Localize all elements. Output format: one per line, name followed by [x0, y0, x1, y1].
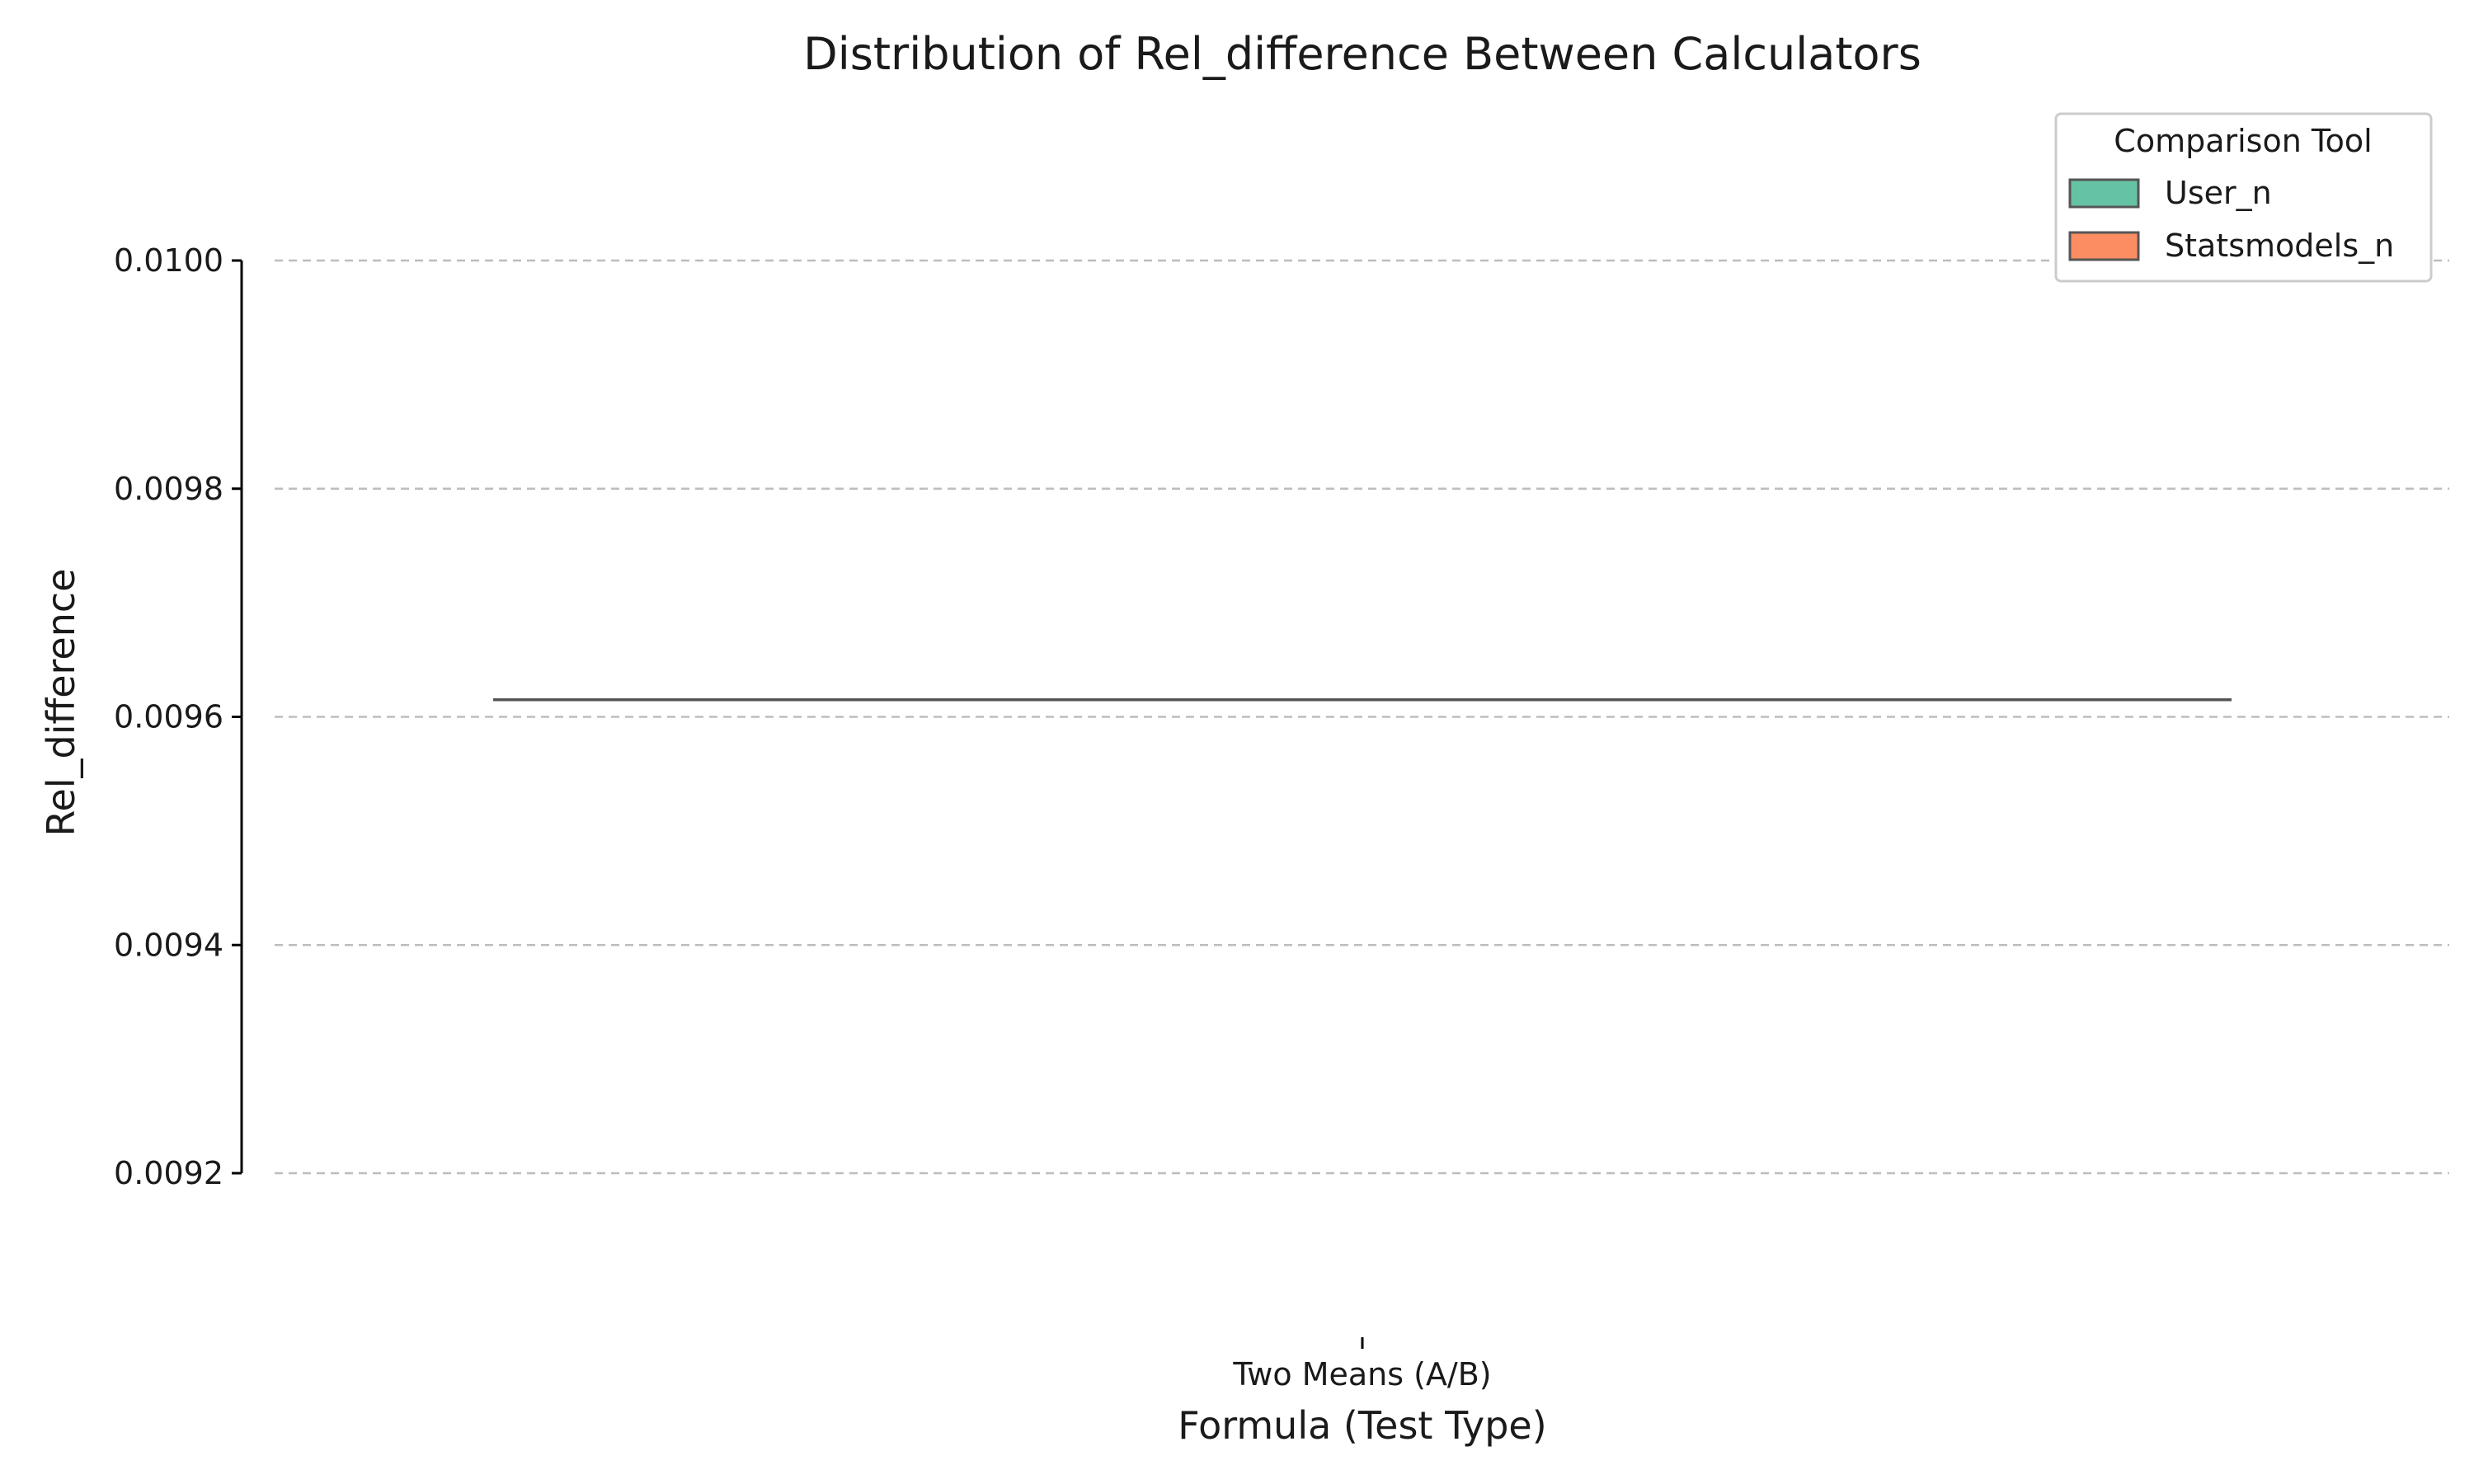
legend-frame [2054, 112, 2433, 283]
grid [275, 259, 2449, 1175]
legend-label-user-n: User_n [2165, 175, 2272, 211]
legend-title: Comparison Tool [2114, 123, 2372, 159]
y-tick-label: 0.0094 [114, 927, 223, 963]
x-axis: Two Means (A/B) [1232, 1337, 1492, 1392]
y-axis-label: Rel_difference [39, 569, 83, 837]
y-tick-label: 0.0092 [114, 1155, 223, 1191]
legend: Comparison Tool User_n Statsmodels_n [2054, 112, 2433, 283]
legend-swatch-statsmodels-n [2068, 231, 2140, 261]
chart-title: Distribution of Rel_difference Between C… [803, 28, 1921, 80]
y-tick-label: 0.0096 [114, 699, 223, 735]
y-tick-label: 0.0098 [114, 471, 223, 507]
y-tick-label: 0.0100 [114, 242, 223, 279]
x-tick-label: Two Means (A/B) [1232, 1356, 1491, 1392]
y-axis: 0.0092 0.0094 0.0096 0.0098 0.0100 [114, 242, 243, 1191]
legend-swatch-user-n [2068, 178, 2140, 209]
x-axis-label: Formula (Test Type) [1178, 1403, 1546, 1448]
legend-label-statsmodels-n: Statsmodels_n [2165, 228, 2394, 264]
